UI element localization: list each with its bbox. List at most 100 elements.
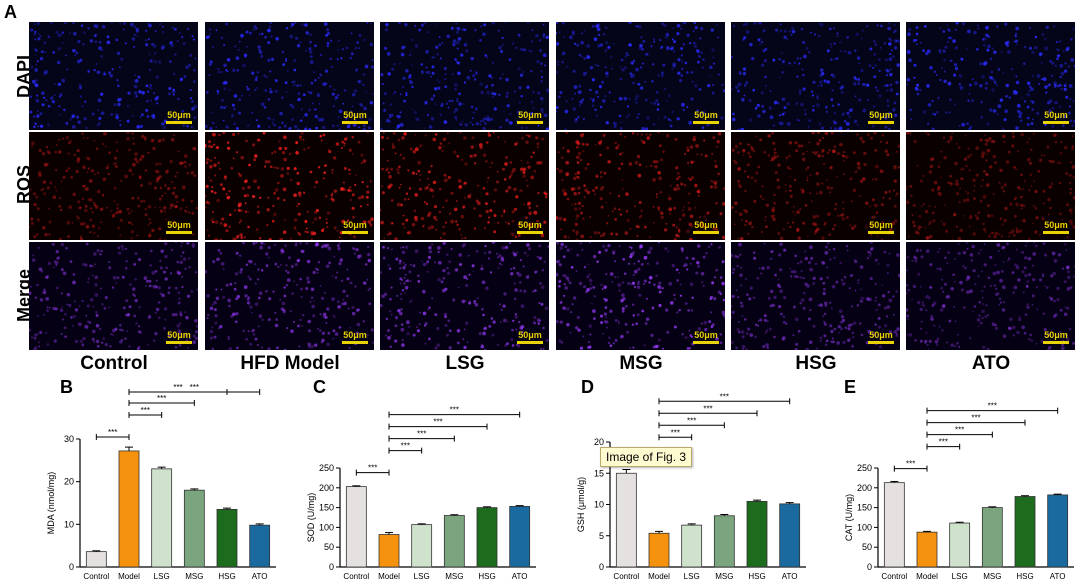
significance-label: ***	[417, 430, 426, 439]
y-tick-label: 150	[319, 503, 334, 513]
y-tick-label: 150	[857, 503, 872, 513]
scale-bar-line	[693, 341, 719, 344]
bar-hsg	[476, 507, 498, 568]
significance-label: ***	[906, 460, 915, 469]
significance-label: ***	[955, 426, 964, 435]
bar-msg	[713, 515, 735, 568]
scale-bar: 50μm	[517, 331, 543, 344]
scale-bar-label: 50μm	[518, 220, 542, 230]
scale-bar: 50μm	[342, 111, 368, 124]
scale-bar: 50μm	[342, 331, 368, 344]
scale-bar-line	[693, 231, 719, 234]
bar-model	[118, 450, 140, 568]
x-tick-label: ATO	[1050, 572, 1066, 581]
ros-image-lsg: 50μm	[380, 132, 549, 240]
scale-bar-label: 50μm	[869, 220, 893, 230]
chart-cat: 0 50 100 150 200 250 CAT (U/mg) Control Model LSG…	[844, 402, 1074, 581]
scale-bar-label: 50μm	[343, 220, 367, 230]
dapi-image-control: 50μm	[29, 22, 198, 130]
scale-bar: 50μm	[693, 331, 719, 344]
y-tick-label: 0	[329, 562, 334, 572]
x-tick-label: MSG	[445, 572, 463, 581]
y-tick-label: 15	[594, 468, 604, 478]
y-tick-label: 5	[599, 531, 604, 541]
scale-bar-line	[1043, 121, 1069, 124]
merge-image-msg: 50μm	[556, 242, 725, 350]
x-tick-label: Control	[613, 572, 639, 581]
chart-gsh: 0 5 10 15 20 GSH (μmol/g) Control Model LSG MSG HS…	[576, 392, 806, 581]
significance-label: ***	[173, 383, 182, 392]
significance-label: ***	[971, 414, 980, 423]
ros-image-control: 50μm	[29, 132, 198, 240]
scale-bar-line	[342, 231, 368, 234]
significance-label: ***	[687, 416, 696, 425]
scale-bar: 50μm	[517, 221, 543, 234]
merge-image-hfd-model: 50μm	[205, 242, 374, 350]
scale-bar: 50μm	[166, 331, 192, 344]
ros-image-hsg: 50μm	[731, 132, 900, 240]
scale-bar-line	[517, 341, 543, 344]
merge-image-lsg: 50μm	[380, 242, 549, 350]
significance-label: ***	[108, 428, 117, 437]
merge-image-hsg: 50μm	[731, 242, 900, 350]
y-tick-label: 20	[594, 437, 604, 447]
scale-bar-line	[342, 341, 368, 344]
bar-model	[648, 532, 670, 568]
x-tick-label: Control	[83, 572, 109, 581]
bar-ato	[249, 524, 271, 568]
bar-model	[916, 531, 938, 568]
scale-bar-label: 50μm	[518, 110, 542, 120]
x-tick-label: ATO	[512, 572, 528, 581]
column-label-hfd-model: HFD Model	[240, 353, 340, 374]
bar-hsg	[216, 508, 238, 568]
scale-bar: 50μm	[1043, 331, 1069, 344]
bar-ato	[779, 503, 801, 568]
significance-label: ***	[401, 442, 410, 451]
scale-bar: 50μm	[166, 111, 192, 124]
scale-bar-line	[517, 231, 543, 234]
panel-letter-c: C	[313, 377, 326, 397]
x-tick-label: MSG	[983, 572, 1001, 581]
dapi-image-hfd-model: 50μm	[205, 22, 374, 130]
scale-bar: 50μm	[693, 111, 719, 124]
x-tick-label: MSG	[715, 572, 733, 581]
y-tick-label: 30	[64, 434, 74, 444]
significance-label: ***	[141, 406, 150, 415]
scale-bar-label: 50μm	[167, 220, 191, 230]
y-tick-label: 50	[324, 542, 334, 552]
significance-label: ***	[157, 394, 166, 403]
significance-label: ***	[720, 392, 729, 401]
bar-lsg	[949, 522, 971, 568]
ros-image-msg: 50μm	[556, 132, 725, 240]
merge-image-ato: 50μm	[906, 242, 1075, 350]
y-tick-label: 10	[64, 519, 74, 529]
dapi-image-lsg: 50μm	[380, 22, 549, 130]
x-tick-label: HSG	[748, 572, 765, 581]
scale-bar: 50μm	[868, 221, 894, 234]
bar-msg	[183, 489, 205, 568]
scale-bar-label: 50μm	[694, 330, 718, 340]
column-label-control: Control	[80, 353, 148, 374]
ros-image-hfd-model: 50μm	[205, 132, 374, 240]
y-tick-label: 250	[857, 463, 872, 473]
scale-bar: 50μm	[1043, 111, 1069, 124]
bar-hsg	[746, 500, 768, 568]
x-tick-label: LSG	[154, 572, 170, 581]
scale-bar-label: 50μm	[167, 110, 191, 120]
scale-bar-line	[166, 341, 192, 344]
scale-bar-line	[693, 121, 719, 124]
y-axis-label: CAT (U/mg)	[844, 494, 854, 541]
x-tick-label: Control	[881, 572, 907, 581]
y-tick-label: 100	[319, 522, 334, 532]
bar-control	[345, 486, 367, 568]
significance-label: ***	[368, 464, 377, 473]
panel-letter-e: E	[844, 377, 857, 397]
y-axis-label: MDA (nmol/mg)	[46, 472, 56, 535]
scale-bar-line	[868, 341, 894, 344]
x-tick-label: Model	[648, 572, 670, 581]
chart-mda: 0 10 20 30 MDA (nmol/mg) Control Model LSG MSG HS…	[46, 383, 276, 581]
scale-bar-label: 50μm	[343, 110, 367, 120]
bar-control	[883, 482, 905, 568]
x-tick-label: ATO	[252, 572, 268, 581]
y-tick-label: 0	[69, 562, 74, 572]
